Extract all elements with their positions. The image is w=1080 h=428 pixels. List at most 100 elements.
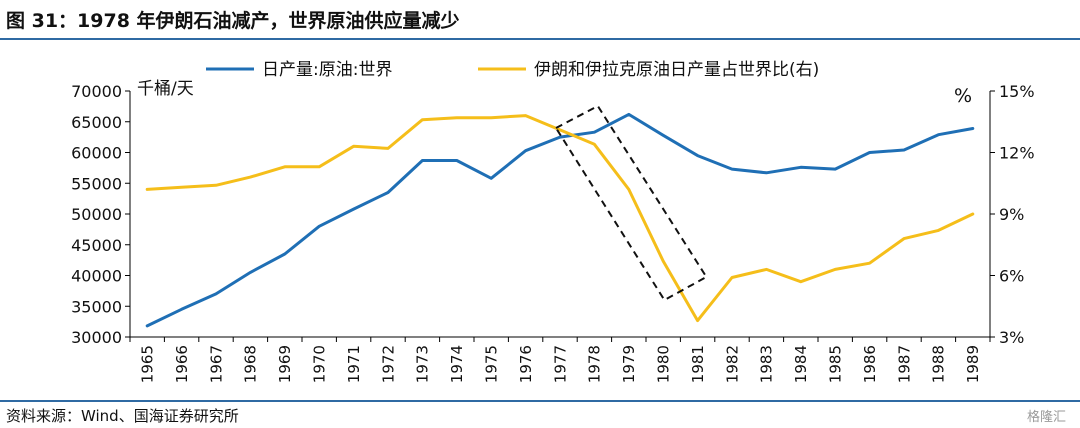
x-tick-label: 1981 [689,345,707,383]
x-tick-label: 1966 [173,345,191,383]
left-unit-label: 千桶/天 [137,79,194,99]
series-line-0 [145,112,975,328]
series-1-point [352,145,355,148]
series-0-point [834,167,837,171]
series-1-point [180,186,183,189]
series-1-point [627,188,630,191]
left-tick-label: 65000 [71,113,122,132]
left-tick-label: 45000 [71,236,122,255]
x-tick-label: 1976 [517,345,535,383]
left-tick-label: 30000 [71,328,122,347]
x-tick-label: 1983 [758,345,776,383]
series-0-point [455,159,458,162]
series-1-point [696,319,699,322]
series-0-point [524,149,527,152]
series-0-point [627,113,630,116]
x-tick-label: 1972 [379,345,397,383]
series-0-point [730,167,734,171]
series-1-point [283,165,286,169]
series-0-point [662,134,665,137]
series-1-point [593,143,596,146]
x-tick-label: 1988 [930,345,948,383]
left-tick-label: 60000 [71,144,122,163]
series-1-point [902,237,906,240]
series-0-point [799,166,802,169]
series-1-point [937,229,940,232]
x-tick-label: 1987 [895,345,913,383]
series-1-point [558,128,562,132]
series-0-point [902,148,906,152]
series-1-point [249,175,252,179]
series-line-1 [145,114,975,323]
series-1-point [799,280,802,283]
legend-label: 伊朗和伊拉克原油日产量占世界比(右) [534,60,819,80]
left-tick-label: 50000 [71,205,122,224]
x-tick-label: 1969 [276,345,294,383]
series-1-point [765,268,768,271]
chart: 30000 35000 40000 45000 50000 55000 60000 65000… [71,60,1035,383]
series-0-point [971,127,974,130]
right-tick-label: 12% [999,144,1035,163]
series-0-point [558,135,562,139]
x-tick-label: 1980 [654,345,672,383]
x-tick-label: 1982 [723,345,741,383]
series-0-point [593,131,596,134]
series-1-point [455,116,458,119]
right-tick-label: 3% [999,328,1024,347]
right-tick-label: 6% [999,267,1024,286]
series-1-point [386,147,390,150]
series-1-point [146,188,149,191]
left-tick-label: 55000 [71,174,122,193]
series-0-point [180,308,183,311]
series-0-point [490,177,493,180]
x-tick-label: 1975 [482,345,500,383]
series-0-point [146,324,149,328]
series-0-point [318,225,321,228]
x-tick-label: 1974 [448,345,466,383]
source-bar: 资料来源：Wind、国海证券研究所 格隆汇 [0,400,1080,428]
series-1-point [214,184,218,187]
series-0-point [352,207,355,211]
series-0-point [696,154,699,157]
series-0-point [765,171,768,174]
series-1-point [662,259,665,263]
source-note: 资料来源：Wind、国海证券研究所 [6,407,239,425]
title-bar: 图 31：1978 年伊朗石油减产，世界原油供应量减少 [0,0,1080,40]
x-tick-label: 1971 [345,345,363,383]
x-tick-label: 1977 [551,345,569,383]
annotation-dashed-box [554,104,708,302]
right-unit-label: % [954,85,972,107]
chart-title: 图 31：1978 年伊朗石油减产，世界原油供应量减少 [6,10,460,32]
left-tick-label: 35000 [71,297,122,316]
watermark: 格隆汇 [1026,410,1066,425]
series-1-point [834,268,837,271]
x-tick-label: 1979 [620,345,638,383]
series-1-point [421,118,424,121]
series-1-point [318,165,321,169]
x-tick-label: 1965 [138,345,156,383]
series-1-point [490,116,493,119]
x-tick-label: 1986 [861,345,879,383]
x-tick-label: 1970 [310,345,328,383]
series-0-point [868,151,871,154]
x-tick-label: 1973 [414,345,432,383]
left-tick-label: 40000 [71,267,122,286]
x-tick-label: 1978 [586,345,604,383]
x-tick-label: 1967 [207,345,225,383]
x-tick-label: 1984 [792,345,810,383]
left-tick-label: 70000 [71,82,122,101]
series-1-point [868,262,871,265]
legend-label: 日产量:原油:世界 [262,60,392,80]
series-0-point [249,271,252,274]
series-0-point [421,159,424,162]
x-tick-label: 1985 [826,345,844,383]
x-tick-label: 1968 [242,345,260,383]
series-0-point [937,133,940,136]
right-tick-label: 15% [999,82,1035,101]
series-1-point [730,276,734,279]
series-0-point [386,191,390,194]
series-0-point [283,252,286,256]
series-1-point [971,212,974,216]
series-0-point [214,292,218,296]
right-tick-label: 9% [999,205,1024,224]
